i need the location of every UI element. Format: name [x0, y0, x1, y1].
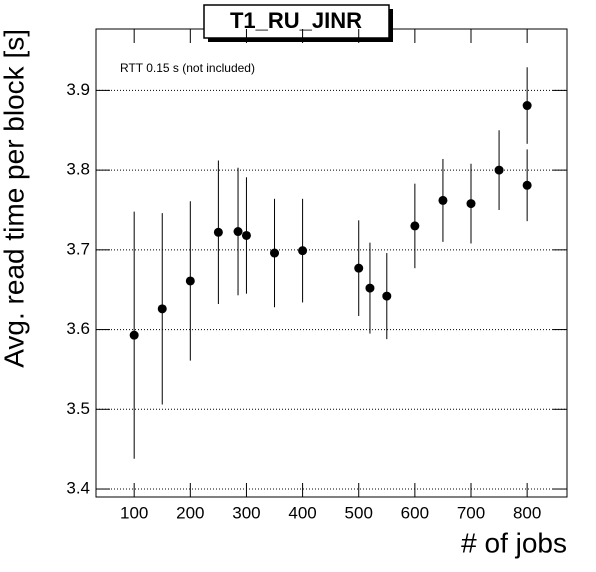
plot-frame — [95, 28, 568, 498]
x-tick-label: 600 — [401, 503, 429, 522]
annotation: RTT 0.15 s (not included) — [120, 61, 255, 75]
x-tick-label: 700 — [457, 503, 485, 522]
data-point — [410, 221, 420, 231]
data-point — [298, 246, 308, 256]
x-tick-label: 100 — [120, 503, 148, 522]
y-tick-label: 3.5 — [66, 399, 90, 418]
data-point — [129, 330, 139, 340]
title-box — [203, 4, 390, 39]
data-point — [365, 283, 375, 293]
x-tick-label: 400 — [288, 503, 316, 522]
y-tick-label: 3.9 — [66, 80, 90, 99]
y-tick-label: 3.6 — [66, 319, 90, 338]
data-point — [466, 199, 476, 209]
y-axis-label: Avg. read time per block [s] — [0, 29, 29, 368]
x-tick-label: 800 — [513, 503, 541, 522]
y-tick-label: 3.4 — [66, 479, 90, 498]
x-tick-label: 300 — [232, 503, 260, 522]
chart-title: T1_RU_JINR — [230, 8, 362, 33]
data-point — [522, 180, 532, 190]
x-axis-label: # of jobs — [461, 527, 567, 558]
data-point — [270, 248, 280, 258]
data-point — [157, 304, 167, 314]
data-point — [354, 263, 364, 273]
x-tick-label: 500 — [345, 503, 373, 522]
y-tick-label: 3.7 — [66, 239, 90, 258]
data-point — [522, 101, 532, 111]
x-tick-label: 200 — [176, 503, 204, 522]
data-point — [233, 227, 243, 237]
data-point — [382, 291, 392, 301]
data-point — [241, 230, 251, 240]
y-tick-label: 3.8 — [66, 160, 90, 179]
data-point — [494, 165, 504, 175]
data-point — [438, 195, 448, 205]
data-point — [213, 227, 223, 237]
data-point — [185, 276, 195, 286]
